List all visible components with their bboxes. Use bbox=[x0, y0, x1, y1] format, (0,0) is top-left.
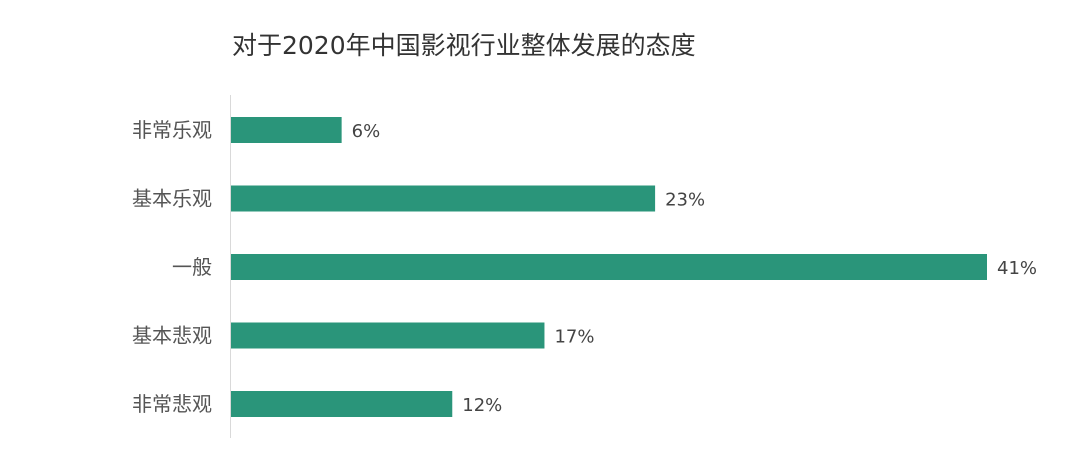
category-label-2: 一般 bbox=[172, 255, 212, 279]
bars-layer: 非常乐观 6% 基本乐观 23% 一般 41% 基本悲观 17% 非常悲观 12% bbox=[132, 117, 1037, 417]
value-label-3: 17% bbox=[554, 327, 594, 348]
bar-3 bbox=[231, 322, 545, 349]
category-label-1: 基本乐观 bbox=[132, 187, 212, 211]
bar-2 bbox=[231, 254, 987, 280]
category-label-0: 非常乐观 bbox=[132, 118, 212, 142]
value-label-4: 12% bbox=[462, 395, 502, 416]
value-label-2: 41% bbox=[997, 258, 1037, 279]
category-label-4: 非常悲观 bbox=[132, 392, 212, 416]
bar-1 bbox=[231, 185, 656, 212]
value-label-1: 23% bbox=[665, 190, 705, 211]
value-label-0: 6% bbox=[352, 121, 381, 142]
category-label-3: 基本悲观 bbox=[132, 324, 212, 348]
bar-4 bbox=[231, 391, 453, 417]
bar-0 bbox=[231, 117, 342, 143]
chart-title: 对于2020年中国影视行业整体发展的态度 bbox=[232, 31, 696, 60]
